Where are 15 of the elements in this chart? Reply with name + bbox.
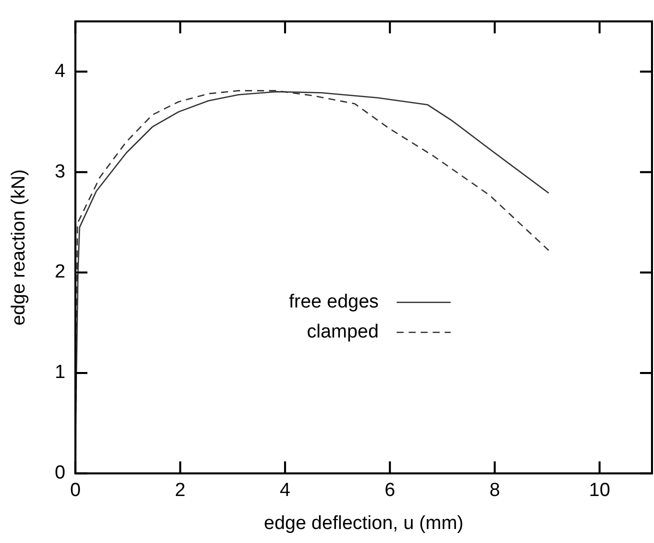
legend-label: clamped xyxy=(306,322,379,343)
x-tick-label: 8 xyxy=(489,480,500,502)
x-tick-label: 2 xyxy=(174,480,186,502)
y-tick-label: 1 xyxy=(54,362,66,384)
legend-label: free edges xyxy=(288,292,379,313)
y-axis-title: edge reaction (kN) xyxy=(8,169,30,326)
x-tick-label: 6 xyxy=(384,480,396,502)
y-tick-label: 3 xyxy=(54,161,66,182)
x-tick-label: 0 xyxy=(70,480,81,502)
x-tick-label: 10 xyxy=(589,480,610,502)
x-axis-title: edge deflection, u (mm) xyxy=(264,512,464,534)
x-tick-label: 4 xyxy=(280,480,291,502)
y-tick-label: 2 xyxy=(54,262,66,283)
y-tick-label: 4 xyxy=(54,60,66,82)
y-tick-label: 0 xyxy=(54,462,66,484)
